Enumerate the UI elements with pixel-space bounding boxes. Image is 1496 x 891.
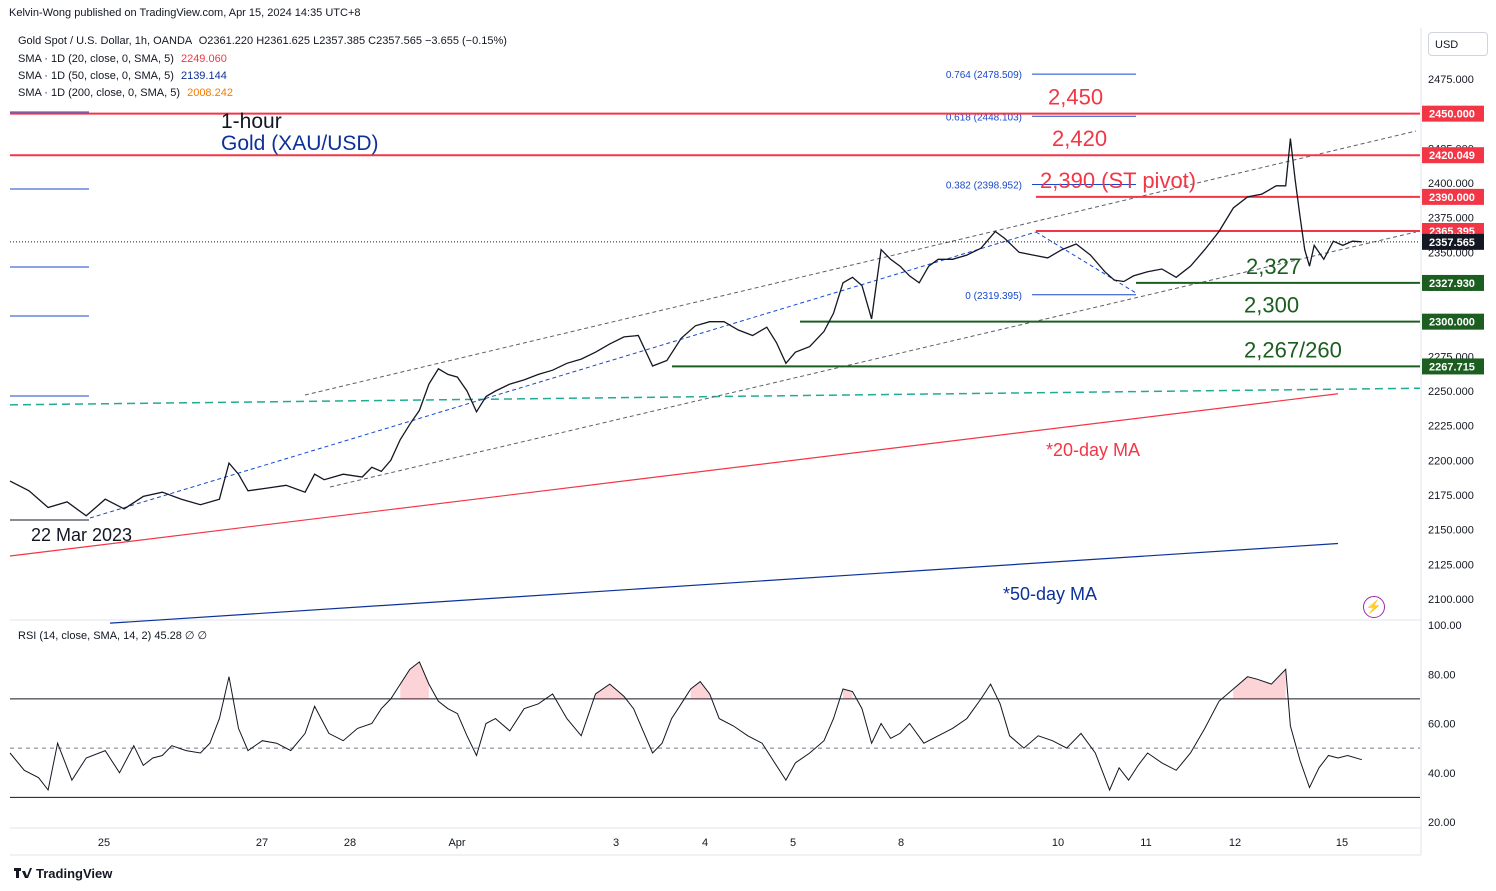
symbol-name: Gold Spot / U.S. Dollar, 1h, OANDA [18, 35, 192, 47]
level-price-tag-text: 2420.049 [1429, 150, 1475, 162]
channel-upper [304, 130, 1417, 396]
level-label: 2,450 [1048, 85, 1103, 110]
level-price-tag-text: 2327.930 [1429, 278, 1475, 290]
footer-brand: TradingView [14, 866, 112, 881]
x-tick-label: 11 [1140, 837, 1151, 849]
fib-level-label: 0 (2319.395) [965, 291, 1022, 302]
level-price-tag [1422, 313, 1484, 330]
y-tick-label: 2175.000 [1428, 490, 1474, 502]
rsi-overbought-fill [843, 689, 853, 699]
x-tick-label: 4 [702, 837, 708, 849]
fib-level-label: 0.382 (2398.952) [946, 180, 1022, 191]
tradingview-logo-icon [14, 868, 32, 878]
x-tick-label: 27 [256, 837, 268, 849]
fib-level-label: 0.764 (2478.509) [946, 70, 1022, 81]
sma200-label: SMA · 1D (200, close, 0, SMA, 5) [18, 87, 181, 99]
rsi-tick-label: 80.00 [1428, 669, 1456, 681]
fib-level-label: 0.618 (2448.103) [946, 112, 1022, 123]
sma50-value: 2139.144 [180, 70, 227, 82]
x-tick-label: 3 [613, 837, 619, 849]
rsi-line [9, 661, 1362, 792]
x-tick-label: 15 [1336, 837, 1348, 849]
symbol-legend: Gold Spot / U.S. Dollar, 1h, OANDA O2361… [18, 35, 507, 47]
y-tick-label: 2475.000 [1428, 74, 1474, 86]
sma50-label: SMA · 1D (50, close, 0, SMA, 5) [18, 70, 174, 82]
y-tick-label: 2150.000 [1428, 525, 1474, 537]
level-label: 2,327 [1246, 254, 1301, 279]
currency-selector[interactable]: USD [1428, 32, 1488, 56]
instrument-annotation: Gold (XAU/USD) [221, 132, 379, 155]
y-tick-label: 2225.000 [1428, 421, 1474, 433]
timeframe-annotation: 1-hour [221, 110, 282, 133]
ohlc-values: O2361.220 H2361.625 L2357.385 C2357.565 … [198, 35, 507, 47]
sma20-value: 2249.060 [180, 53, 227, 65]
level-price-tag [1422, 105, 1484, 122]
level-label: 2,267/260 [1244, 337, 1342, 362]
level-price-tag-text: 2267.715 [1429, 361, 1475, 373]
flash-icon[interactable]: ⚡ [1363, 596, 1385, 618]
sma200-value: 2008.242 [187, 87, 233, 99]
rsi-tick-label: 100.00 [1428, 620, 1462, 632]
last-price-tag-text: 2357.565 [1429, 237, 1475, 249]
ma50-annotation: *50-day MA [1003, 584, 1097, 604]
y-tick-label: 2350.000 [1428, 247, 1474, 259]
y-tick-label: 2400.000 [1428, 178, 1474, 190]
fib-trend-1 [89, 231, 1037, 519]
x-tick-label: Apr [448, 837, 465, 849]
x-tick-label: 25 [98, 837, 110, 849]
x-tick-label: 12 [1229, 837, 1241, 849]
date-annotation: 22 Mar 2023 [31, 525, 132, 545]
ma20-annotation: *20-day MA [1046, 440, 1140, 460]
channel-lower [329, 231, 1417, 488]
y-tick-label: 2250.000 [1428, 386, 1474, 398]
x-tick-label: 28 [344, 837, 356, 849]
rsi-overbought-fill [595, 684, 624, 699]
rsi-overbought-fill [400, 661, 429, 699]
brand-name: TradingView [36, 866, 113, 881]
y-tick-label: 2375.000 [1428, 213, 1474, 225]
level-price-tag-text: 2390.000 [1429, 192, 1475, 204]
rsi-tick-label: 40.00 [1428, 768, 1456, 780]
y-tick-label: 2200.000 [1428, 455, 1474, 467]
y-tick-label: 2100.000 [1428, 594, 1474, 606]
x-tick-label: 5 [790, 837, 796, 849]
sma20-legend: SMA · 1D (20, close, 0, SMA, 5) 2249.060 [18, 53, 227, 65]
level-price-tag [1422, 147, 1484, 164]
price-series-line [9, 138, 1362, 517]
rsi-tick-label: 60.00 [1428, 719, 1456, 731]
rsi-overbought-fill [1233, 669, 1286, 699]
sma50-legend: SMA · 1D (50, close, 0, SMA, 5) 2139.144 [18, 70, 227, 82]
fib-trend-2 [1035, 231, 1137, 294]
level-label: 2,300 [1244, 293, 1299, 318]
last-price-tag [1422, 233, 1484, 250]
sma20-label: SMA · 1D (20, close, 0, SMA, 5) [18, 53, 174, 65]
rsi-legend: RSI (14, close, SMA, 14, 2) 45.28 ∅ ∅ [18, 630, 208, 642]
level-price-tag [1422, 358, 1484, 375]
publisher-header: Kelvin-Wong published on TradingView.com… [9, 7, 361, 19]
level-price-tag [1422, 274, 1484, 291]
sma50-line [109, 542, 1339, 624]
level-label: 2,390 (ST pivot) [1040, 168, 1196, 193]
level-price-tag [1422, 188, 1484, 205]
y-tick-label: 2125.000 [1428, 559, 1474, 571]
sma200-legend: SMA · 1D (200, close, 0, SMA, 5) 2008.24… [18, 87, 233, 99]
level-price-tag-text: 2300.000 [1429, 317, 1475, 329]
level-label: 2,420 [1052, 126, 1107, 151]
sma20-line [9, 393, 1339, 557]
level-price-tag-text: 2450.000 [1429, 109, 1475, 121]
x-tick-label: 8 [898, 837, 904, 849]
rsi-tick-label: 20.00 [1428, 817, 1456, 829]
x-tick-label: 10 [1052, 837, 1064, 849]
